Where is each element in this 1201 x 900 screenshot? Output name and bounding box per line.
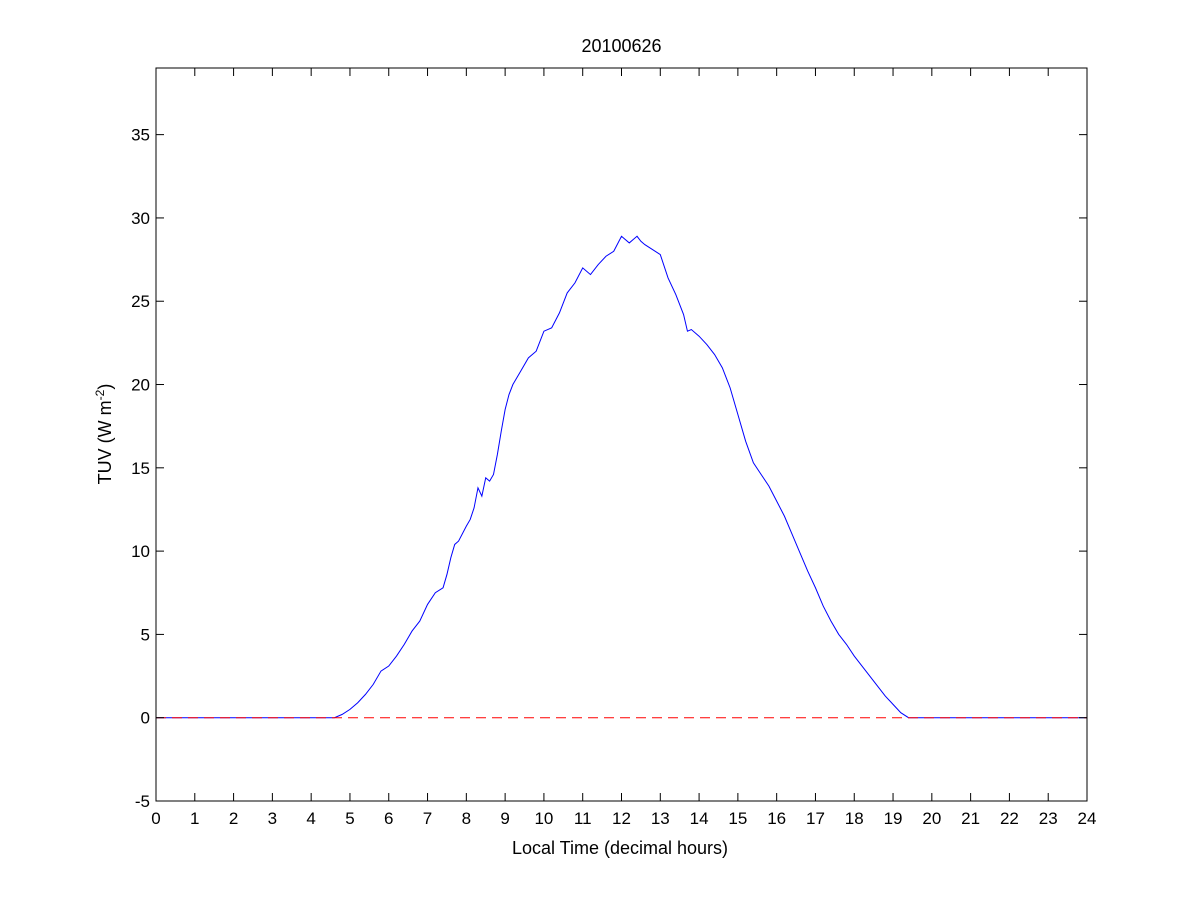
x-tick-label: 19 — [884, 809, 903, 828]
x-tick-label: 1 — [190, 809, 199, 828]
tuv-series-line — [156, 235, 1087, 719]
chart-title: 20100626 — [581, 36, 661, 56]
x-tick-label: 0 — [151, 809, 160, 828]
y-tick-label: 10 — [131, 542, 150, 561]
x-tick-label: 8 — [462, 809, 471, 828]
y-tick-label: 25 — [131, 292, 150, 311]
x-tick-label: 21 — [961, 809, 980, 828]
x-tick-label: 12 — [612, 809, 631, 828]
x-tick-label: 15 — [728, 809, 747, 828]
x-tick-label: 17 — [806, 809, 825, 828]
x-tick-label: 20 — [922, 809, 941, 828]
x-tick-label: 10 — [534, 809, 553, 828]
y-axis-label-main: TUV (W m — [95, 400, 115, 484]
x-tick-label: 5 — [345, 809, 354, 828]
x-tick-label: 4 — [306, 809, 315, 828]
plot-frame — [155, 67, 1088, 802]
x-tick-label: 23 — [1039, 809, 1058, 828]
y-axis-label-close: ) — [95, 384, 115, 390]
plot-area — [156, 68, 1087, 801]
y-axis-label-superscript: -2 — [93, 389, 107, 400]
x-tick-label: 22 — [1000, 809, 1019, 828]
y-tick-label: 15 — [131, 459, 150, 478]
x-tick-label: 11 — [574, 809, 592, 828]
ticks-layer: 0 1 2 3 4 5 6 7 8 9 10 11 12 13 14 15 16 17 18 19 20 21 22 23 24… — [131, 68, 1096, 828]
y-axis-label: TUV (W m-2) — [93, 384, 115, 485]
x-axis-label: Local Time (decimal hours) — [512, 838, 728, 858]
y-tick-label: 5 — [141, 625, 150, 644]
x-tick-label: 3 — [268, 809, 277, 828]
y-tick-label: 20 — [131, 376, 150, 395]
series-layer — [156, 235, 1087, 719]
x-tick-label: 14 — [690, 809, 709, 828]
x-tick-label: 6 — [384, 809, 393, 828]
x-tick-label: 24 — [1078, 809, 1097, 828]
x-tick-label: 16 — [767, 809, 786, 828]
y-tick-label: 35 — [131, 126, 150, 145]
y-tick-label: 30 — [131, 209, 150, 228]
x-tick-label: 9 — [500, 809, 509, 828]
y-tick-label: 0 — [141, 709, 150, 728]
x-tick-label: 7 — [423, 809, 432, 828]
y-tick-label: -5 — [135, 792, 150, 811]
x-tick-label: 13 — [651, 809, 670, 828]
x-tick-label: 2 — [229, 809, 238, 828]
x-tick-label: 18 — [845, 809, 864, 828]
